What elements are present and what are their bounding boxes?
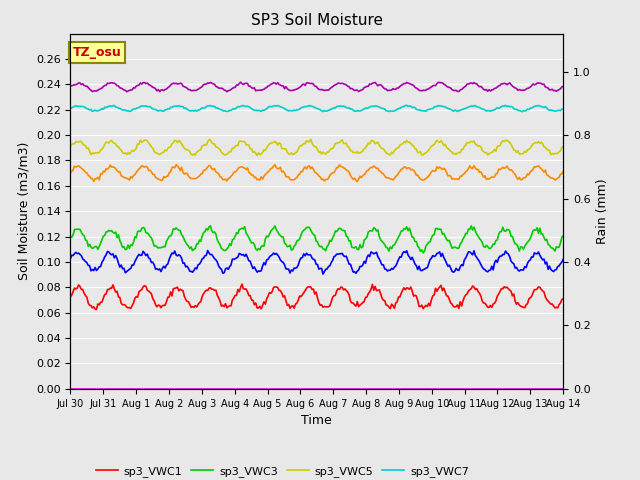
sp3_Rain <box>127 386 134 392</box>
sp3_VWC6 <box>67 83 74 88</box>
sp3_VWC3 <box>559 233 567 239</box>
Y-axis label: Soil Moisture (m3/m3): Soil Moisture (m3/m3) <box>17 142 30 280</box>
sp3_VWC3 <box>207 223 214 229</box>
sp3_VWC4 <box>353 179 361 184</box>
sp3_Rain <box>238 386 246 392</box>
sp3_VWC6 <box>129 87 136 93</box>
sp3_VWC2 <box>534 249 542 255</box>
sp3_VWC7 <box>67 106 74 112</box>
sp3_VWC2 <box>231 256 239 262</box>
sp3_VWC5 <box>253 153 261 158</box>
sp3_Rain <box>67 386 74 392</box>
sp3_VWC4 <box>127 174 134 180</box>
sp3_VWC5 <box>307 136 314 142</box>
sp3_VWC6 <box>285 87 292 93</box>
X-axis label: Time: Time <box>301 414 332 427</box>
sp3_VWC6 <box>231 84 239 90</box>
sp3_Rain <box>559 386 567 392</box>
Text: TZ_osu: TZ_osu <box>73 46 122 59</box>
sp3_VWC2 <box>204 248 211 253</box>
sp3_VWC1 <box>215 295 223 301</box>
sp3_VWC2 <box>559 256 567 262</box>
sp3_VWC7 <box>518 109 526 115</box>
Line: sp3_VWC4: sp3_VWC4 <box>70 165 563 181</box>
Line: sp3_VWC2: sp3_VWC2 <box>70 251 563 274</box>
sp3_VWC4 <box>215 171 223 177</box>
sp3_VWC1 <box>67 294 74 300</box>
sp3_VWC7 <box>213 105 221 111</box>
sp3_VWC1 <box>129 302 136 308</box>
sp3_VWC6 <box>237 79 244 85</box>
sp3_VWC1 <box>93 307 100 312</box>
sp3_VWC3 <box>284 244 291 250</box>
sp3_VWC7 <box>238 103 246 108</box>
sp3_VWC6 <box>534 80 542 86</box>
sp3_VWC6 <box>559 84 567 89</box>
sp3_Rain <box>230 386 237 392</box>
sp3_VWC3 <box>534 230 542 236</box>
sp3_VWC5 <box>127 149 134 155</box>
sp3_VWC3 <box>419 250 427 256</box>
sp3_VWC4 <box>231 169 239 175</box>
sp3_VWC7 <box>127 108 134 114</box>
sp3_Rain <box>282 386 290 392</box>
sp3_VWC2 <box>239 252 247 257</box>
sp3_VWC4 <box>172 162 180 168</box>
Line: sp3_VWC5: sp3_VWC5 <box>70 139 563 156</box>
sp3_VWC3 <box>231 233 239 239</box>
sp3_VWC2 <box>284 266 291 272</box>
sp3_VWC5 <box>534 139 542 144</box>
sp3_VWC5 <box>559 144 567 150</box>
sp3_VWC7 <box>502 102 509 108</box>
sp3_VWC6 <box>215 85 223 91</box>
sp3_VWC1 <box>238 281 246 287</box>
sp3_VWC3 <box>215 240 223 245</box>
sp3_VWC5 <box>213 144 221 150</box>
sp3_VWC3 <box>67 234 74 240</box>
sp3_Rain <box>532 386 540 392</box>
sp3_VWC2 <box>215 263 223 269</box>
Line: sp3_VWC3: sp3_VWC3 <box>70 226 563 253</box>
sp3_VWC3 <box>239 226 247 232</box>
sp3_VWC4 <box>67 170 74 176</box>
sp3_VWC4 <box>284 174 291 180</box>
sp3_Rain <box>213 386 221 392</box>
sp3_VWC7 <box>534 103 542 108</box>
sp3_VWC4 <box>559 169 567 175</box>
sp3_VWC3 <box>127 242 134 248</box>
sp3_VWC1 <box>241 286 248 292</box>
Line: sp3_VWC7: sp3_VWC7 <box>70 105 563 112</box>
sp3_VWC7 <box>230 106 237 111</box>
sp3_VWC5 <box>284 149 291 155</box>
sp3_VWC2 <box>67 256 74 262</box>
sp3_VWC7 <box>282 107 290 112</box>
sp3_VWC5 <box>67 144 74 149</box>
sp3_VWC5 <box>230 145 237 151</box>
sp3_VWC4 <box>239 165 247 170</box>
sp3_VWC1 <box>285 301 292 307</box>
sp3_VWC4 <box>534 163 542 168</box>
sp3_VWC2 <box>319 271 327 277</box>
sp3_VWC5 <box>238 139 246 144</box>
Line: sp3_VWC6: sp3_VWC6 <box>70 82 563 92</box>
sp3_VWC1 <box>559 296 567 301</box>
sp3_VWC6 <box>123 89 131 95</box>
sp3_VWC6 <box>241 81 248 86</box>
sp3_VWC1 <box>231 292 239 298</box>
Line: sp3_VWC1: sp3_VWC1 <box>70 284 563 310</box>
Title: SP3 Soil Moisture: SP3 Soil Moisture <box>251 13 383 28</box>
sp3_VWC2 <box>127 265 134 271</box>
sp3_VWC7 <box>559 106 567 112</box>
Legend: sp3_VWC1, sp3_VWC2, sp3_VWC3, sp3_VWC4, sp3_VWC5, sp3_VWC6, sp3_VWC7, sp3_Rain: sp3_VWC1, sp3_VWC2, sp3_VWC3, sp3_VWC4, … <box>92 462 474 480</box>
Y-axis label: Rain (mm): Rain (mm) <box>596 179 609 244</box>
sp3_VWC1 <box>534 284 542 290</box>
